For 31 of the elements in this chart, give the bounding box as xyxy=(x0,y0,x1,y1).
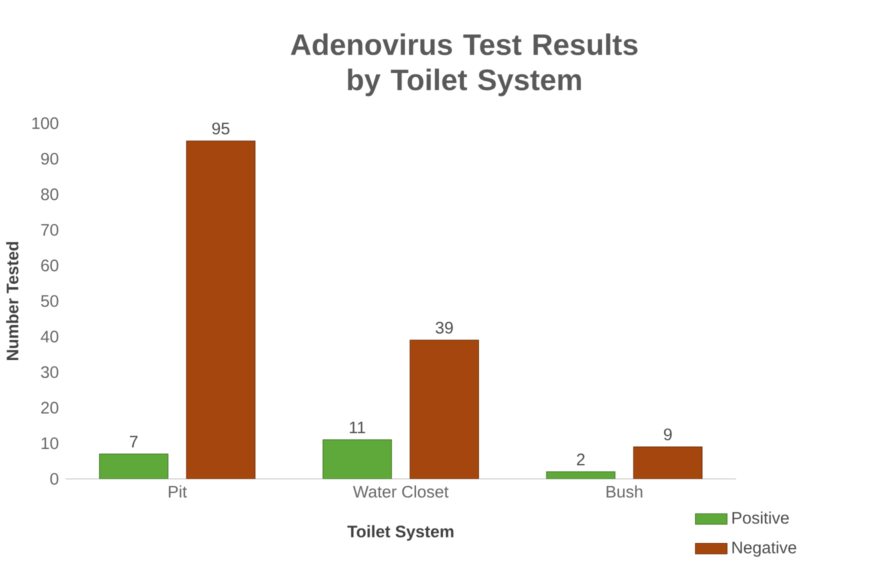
data-label: 7 xyxy=(130,436,138,448)
bar xyxy=(186,140,256,479)
bar xyxy=(99,453,168,479)
bar xyxy=(633,446,702,479)
y-tick-label: 40 xyxy=(40,330,58,342)
data-label: 95 xyxy=(212,122,230,134)
data-label: 11 xyxy=(350,422,366,434)
x-tick-label: Pit xyxy=(168,485,187,498)
x-tick-label: Water Closet xyxy=(353,485,449,498)
y-tick-label: 0 xyxy=(50,472,58,485)
data-label: 39 xyxy=(436,322,453,334)
y-tick-label: 80 xyxy=(41,188,58,200)
data-label: 2 xyxy=(576,453,585,466)
y-axis-title: Number Tested xyxy=(6,242,18,360)
chart-title: Adenovirus Test Results by Toilet System xyxy=(290,33,638,96)
bar xyxy=(322,439,392,479)
legend-label: Negative xyxy=(732,541,796,557)
y-tick-label: 20 xyxy=(41,402,58,414)
y-tick-label: 60 xyxy=(41,259,58,272)
y-tick-label: 30 xyxy=(41,366,58,378)
y-tick-label: 100 xyxy=(32,117,58,129)
bar xyxy=(410,340,479,479)
x-axis-title: Toilet System xyxy=(347,525,454,541)
y-tick-label: 90 xyxy=(41,152,58,165)
y-tick-label: 50 xyxy=(41,294,58,307)
y-tick-label: 70 xyxy=(41,224,58,236)
y-tick-label: 10 xyxy=(42,437,58,450)
legend-label: Positive xyxy=(732,511,789,524)
x-tick-label: Bush xyxy=(606,485,642,498)
data-label: 9 xyxy=(664,428,672,440)
bar xyxy=(546,471,616,479)
